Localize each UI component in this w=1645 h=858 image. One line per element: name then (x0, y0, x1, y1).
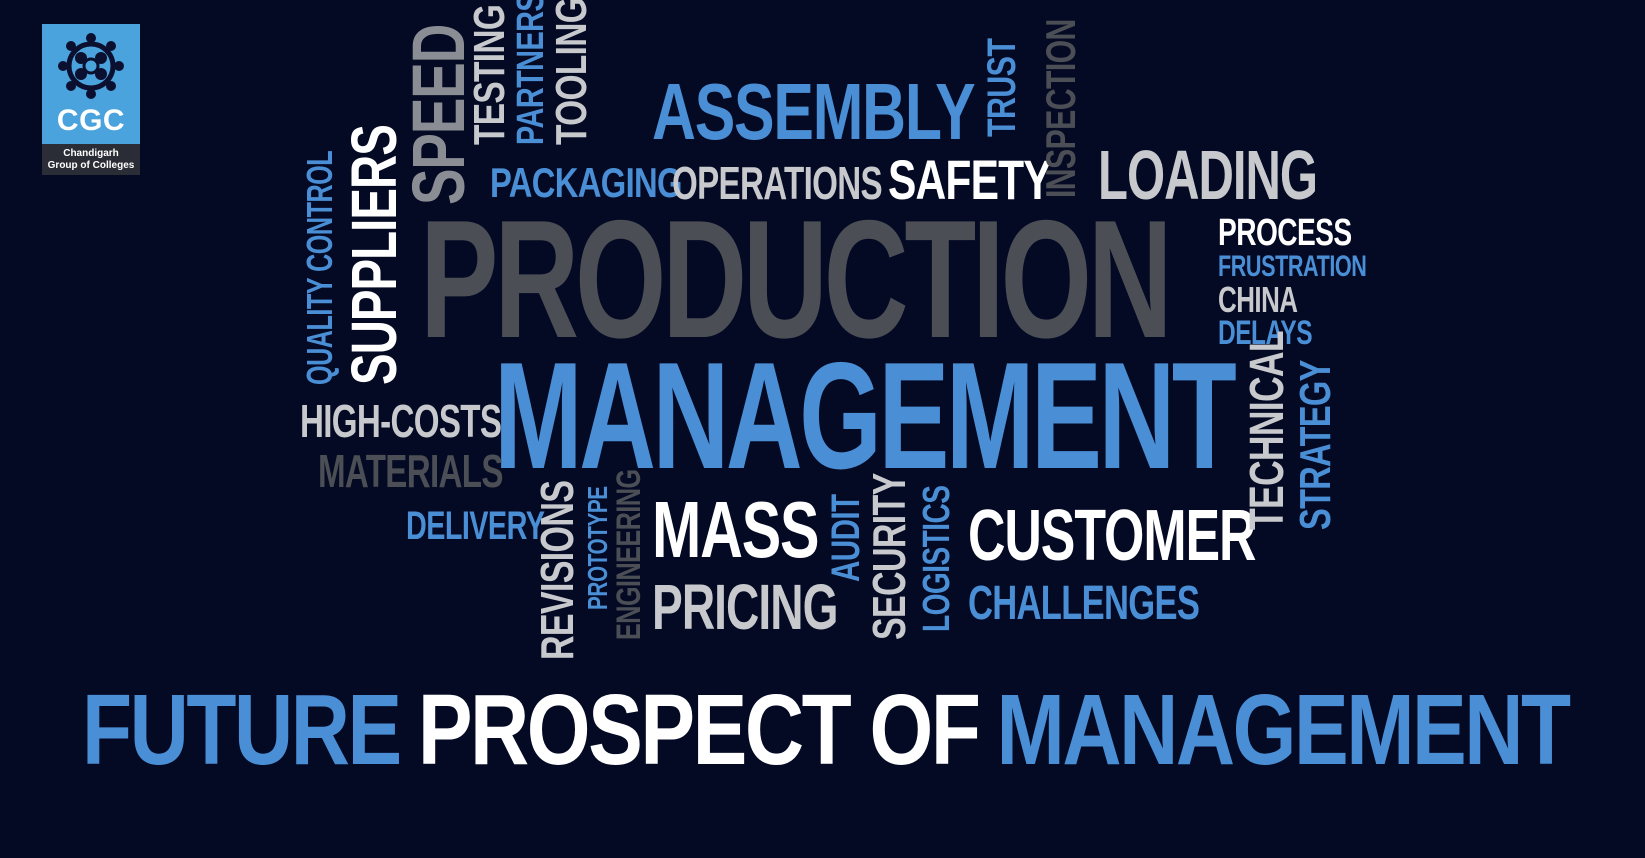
word-customer: CUSTOMER (968, 496, 1256, 576)
word-delays: DELAYS (1218, 314, 1313, 352)
word-mass: MASS (652, 485, 819, 574)
word-process: PROCESS (1218, 212, 1352, 254)
word-delivery: DELIVERY (406, 504, 545, 548)
word-packaging: PACKAGING (490, 159, 683, 206)
cgc-logo: CGC Chandigarh Group of Colleges (42, 24, 140, 175)
word-production: PRODUCTION (420, 185, 1173, 373)
gear-cluster-icon (58, 33, 124, 99)
word-logistics: LOGISTICS (916, 485, 958, 632)
word-assembly: ASSEMBLY (652, 67, 976, 156)
headline-future: FUTURE (82, 674, 402, 786)
word-revisions: REVISIONS (531, 480, 583, 660)
logo-line-1: Chandigarh (63, 148, 119, 159)
headline-management: MANAGEMENT (996, 674, 1572, 786)
word-operations: OPERATIONS (672, 157, 883, 209)
word-management: MANAGEMENT (494, 331, 1237, 501)
logo-line-2: Group of Colleges (47, 160, 135, 171)
word-quality-control: QUALITY CONTROL (299, 150, 340, 385)
word-prototype: PROTOTYPE (582, 486, 613, 610)
word-technical: TECHNICAL (1241, 331, 1294, 530)
word-tooling: TOOLING (547, 0, 596, 146)
logo-caption: Chandigarh Group of Colleges (42, 144, 140, 175)
word-security: SECURITY (863, 473, 915, 640)
word-audit: AUDIT (824, 494, 868, 582)
word-suppliers: SUPPLIERS (338, 125, 410, 386)
logo-acronym: CGC (56, 104, 126, 137)
word-high-costs: HIGH-COSTS (300, 395, 502, 447)
headline: FUTURE PROSPECT OF MANAGEMENT (82, 680, 1587, 780)
word-inspection: INSPECTION (1037, 19, 1084, 198)
word-strategy: STRATEGY (1291, 360, 1340, 530)
word-trust: TRUST (980, 38, 1024, 137)
word-safety: SAFETY (888, 148, 1052, 211)
word-materials: MATERIALS (318, 445, 503, 497)
word-challenges: CHALLENGES (968, 577, 1200, 630)
word-frustration: FRUSTRATION (1218, 250, 1367, 283)
word-partners: PARTNERS (510, 0, 552, 146)
word-china: CHINA (1218, 279, 1298, 320)
word-loading: LOADING (1098, 136, 1318, 214)
word-pricing: PRICING (652, 571, 838, 643)
word-testing: TESTING (465, 4, 514, 145)
headline-prospect-of: PROSPECT OF (417, 674, 981, 786)
word-engineering: ENGINEERING (610, 469, 648, 640)
